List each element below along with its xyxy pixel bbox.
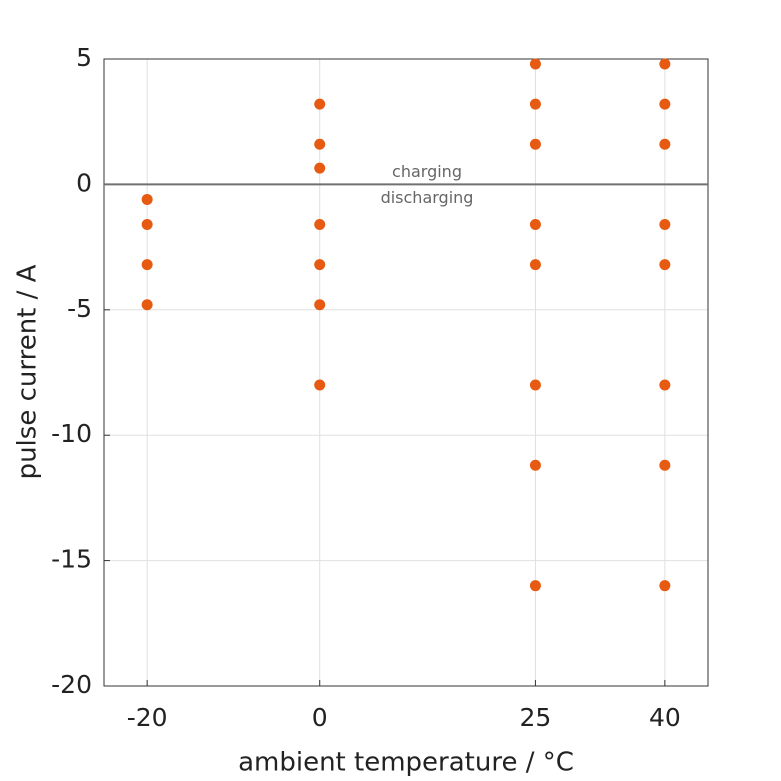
point — [659, 98, 671, 110]
point — [529, 58, 541, 70]
annotation: charging — [392, 162, 462, 181]
y-tick-label: -15 — [51, 545, 92, 574]
point — [659, 259, 671, 271]
point — [141, 259, 153, 271]
point — [314, 98, 326, 110]
point — [659, 138, 671, 150]
x-tick-label: 40 — [649, 703, 681, 732]
x-tick-label: 0 — [312, 703, 328, 732]
y-tick-label: -10 — [51, 419, 92, 448]
point — [314, 219, 326, 231]
annotation: discharging — [381, 188, 474, 207]
point — [659, 459, 671, 471]
point — [141, 299, 153, 311]
point — [529, 580, 541, 592]
point — [659, 580, 671, 592]
point — [529, 219, 541, 231]
point — [659, 219, 671, 231]
y-tick-label: 5 — [76, 43, 92, 72]
point — [314, 259, 326, 271]
x-tick-label: 25 — [520, 703, 552, 732]
point — [529, 459, 541, 471]
point — [314, 138, 326, 150]
point — [529, 138, 541, 150]
point — [659, 58, 671, 70]
y-tick-label: -5 — [67, 294, 92, 323]
point — [314, 299, 326, 311]
point — [529, 379, 541, 391]
point — [141, 193, 153, 205]
point — [141, 219, 153, 231]
point — [529, 259, 541, 271]
y-axis-label: pulse current / A — [13, 264, 43, 479]
x-axis-label: ambient temperature / °C — [238, 748, 574, 778]
x-tick-label: -20 — [127, 703, 168, 732]
y-tick-label: 0 — [76, 168, 92, 197]
plot-frame — [103, 58, 709, 687]
point — [314, 379, 326, 391]
point — [314, 162, 326, 174]
y-tick-label: -20 — [51, 670, 92, 699]
point — [529, 98, 541, 110]
point — [659, 379, 671, 391]
